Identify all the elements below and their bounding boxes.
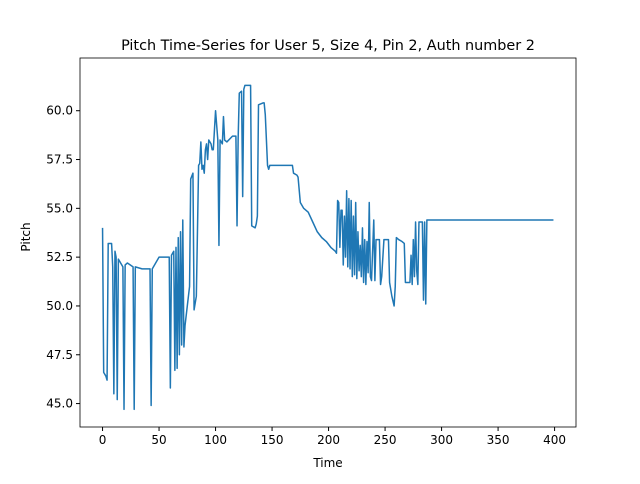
y-tick-label: 60.0 (46, 104, 73, 118)
y-tick-label: 55.0 (46, 201, 73, 215)
y-axis-label: Pitch (19, 222, 33, 251)
y-tick-label: 45.0 (46, 397, 73, 411)
x-tick-label: 400 (543, 433, 566, 447)
x-tick-label: 250 (374, 433, 397, 447)
x-tick-label: 150 (261, 433, 284, 447)
x-tick-label: 200 (317, 433, 340, 447)
x-tick-label: 300 (430, 433, 453, 447)
data-line (101, 84, 554, 411)
x-tick-label: 50 (151, 433, 166, 447)
chart-title: Pitch Time-Series for User 5, Size 4, Pi… (121, 38, 535, 54)
plot-frame (79, 57, 577, 428)
y-tick-label: 47.5 (46, 348, 73, 362)
y-tick-label: 52.5 (46, 250, 73, 264)
y-tick-label: 50.0 (46, 299, 73, 313)
y-tick-label: 57.5 (46, 153, 73, 167)
x-axis-label: Time (312, 456, 342, 470)
x-tick-label: 0 (99, 433, 107, 447)
x-tick-label: 100 (204, 433, 227, 447)
x-tick-label: 350 (487, 433, 510, 447)
